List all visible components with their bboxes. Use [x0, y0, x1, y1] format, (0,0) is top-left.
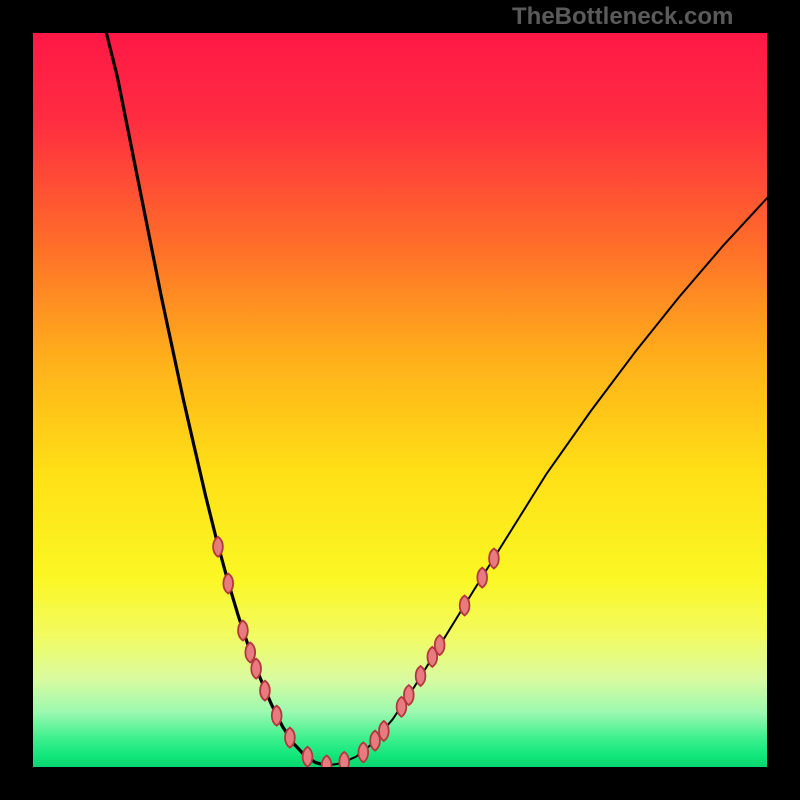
data-marker — [272, 706, 282, 726]
data-marker — [404, 685, 414, 705]
data-marker — [489, 549, 499, 569]
data-marker — [460, 596, 470, 616]
watermark-text: TheBottleneck.com — [512, 3, 733, 30]
data-marker — [260, 681, 270, 701]
data-marker — [435, 635, 445, 655]
data-marker — [213, 537, 223, 557]
data-marker — [358, 742, 368, 762]
data-marker — [251, 659, 261, 679]
data-marker — [379, 721, 389, 741]
data-marker — [303, 747, 313, 767]
plot-area — [33, 33, 767, 767]
data-marker — [477, 568, 487, 588]
data-marker — [416, 666, 426, 686]
data-marker — [223, 574, 233, 594]
chart-root: TheBottleneck.com — [0, 0, 800, 800]
data-marker — [238, 620, 248, 640]
chart-svg: TheBottleneck.com — [0, 0, 800, 800]
data-marker — [285, 728, 295, 748]
data-marker — [245, 643, 255, 663]
